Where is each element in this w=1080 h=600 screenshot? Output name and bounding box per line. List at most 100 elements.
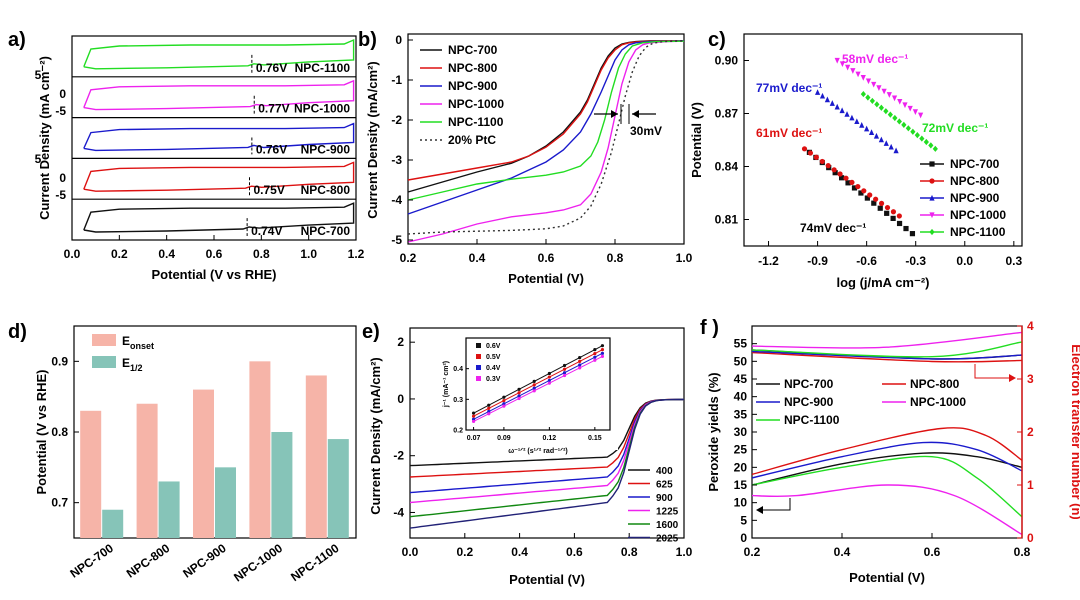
panel-f-xlabel: Potential (V) <box>849 570 925 585</box>
panel-f-legend: NPC-700 NPC-800 NPC-900 NPC-1000 NPC-1100 <box>756 377 966 427</box>
x-tick-label: 1.0 <box>676 545 693 559</box>
panel-c-points <box>801 57 938 237</box>
kl-point <box>578 359 582 363</box>
inset-background <box>456 334 618 450</box>
legend-label: 2025 <box>656 534 679 545</box>
y-tick-label: 0 <box>740 531 747 545</box>
kl-point <box>547 371 551 376</box>
tafel-point <box>860 90 866 98</box>
y-tick-label: 20 <box>734 460 748 474</box>
panel-b-ylabel: Current Density (mA/cm²) <box>365 61 380 218</box>
legend-label: NPC-1100 <box>784 413 840 427</box>
y-tick-label: 30 <box>734 425 748 439</box>
x-tick-label: -0.9 <box>807 254 828 268</box>
tafel-point <box>919 135 925 142</box>
x-tick-label: 0.8 <box>607 251 624 265</box>
series-label: NPC-1000 <box>294 102 350 116</box>
y-tick-label: 0.8 <box>51 425 68 439</box>
kl-point <box>517 391 521 395</box>
bar-onset-npc-800 <box>136 403 158 538</box>
panel-label-e: e) <box>362 321 380 343</box>
y-tick-label: -3 <box>391 153 402 167</box>
peroxide-curve-npc-1000 <box>751 484 1023 536</box>
series-label: NPC-800 <box>301 183 351 197</box>
tafel-point <box>839 61 846 68</box>
inset-y-tick-label: 0.3 <box>453 397 463 404</box>
tafel-point <box>877 205 883 211</box>
tafel-point <box>873 196 879 202</box>
tafel-point <box>914 132 920 139</box>
y-tick-label: -4 <box>391 193 402 207</box>
kl-point <box>562 363 567 368</box>
bar-onset-npc-700 <box>80 410 102 538</box>
tafel-point <box>878 104 884 111</box>
tafel-point <box>861 188 867 194</box>
tafel-point <box>865 78 872 85</box>
tafel-point <box>831 167 837 173</box>
panel-e-inset-koutecky-levich: 0.07 0.09 0.12 0.15 0.2 0.3 0.4 0.6V 0.5V 0.4V 0.3… <box>443 334 618 455</box>
inset-y-tick-label: 0.2 <box>453 428 463 435</box>
panel-b-annotation: 30mV <box>594 104 662 138</box>
x-tick-label: 0.2 <box>111 247 128 261</box>
panel-d-ticks: 0.7 0.8 0.9 <box>51 354 79 510</box>
tafel-point <box>883 108 889 115</box>
rde-curve-400 <box>409 398 684 467</box>
tafel-point <box>905 125 911 132</box>
kl-point <box>562 373 567 378</box>
tafel-point <box>878 200 885 206</box>
kl-point <box>578 366 582 370</box>
y2-tick-label: 1 <box>1027 478 1034 492</box>
kl-point <box>593 358 597 362</box>
tafel-point <box>887 111 893 118</box>
y2-tick-label: 0 <box>1027 531 1034 545</box>
inset-legend-label: 0.4V <box>486 365 501 372</box>
tafel-point <box>849 179 855 185</box>
y2-tick-label: 3 <box>1027 372 1034 386</box>
panel-c-ticks: -1.2 -0.9 -0.6 -0.3 0.0 0.3 0.81 0.84 0.87 0.90 <box>715 54 1023 269</box>
legend-label: E1/2 <box>122 356 143 373</box>
slope-label: 58mV dec⁻¹ <box>842 52 908 66</box>
category-label: NPC-1100 <box>288 541 342 584</box>
inset-x-tick-label: 0.09 <box>497 435 511 442</box>
peroxide-curve-npc-1100 <box>751 455 1023 518</box>
panel-c-tafel-chart: -1.2 -0.9 -0.6 -0.3 0.0 0.3 0.81 0.84 0.87 0.90 7… <box>689 33 1023 290</box>
y-tick-label: 0.81 <box>715 213 739 227</box>
panel-b-annotation-text: 30mV <box>630 124 662 138</box>
panel-a-ylabel: Current Density (mA cm⁻²) <box>37 56 52 220</box>
category-label: NPC-900 <box>180 541 229 581</box>
kl-point <box>547 381 551 385</box>
y-tick-label: 55 <box>734 337 748 351</box>
panel-label-d: d) <box>8 321 27 343</box>
y-tick-label: 0.9 <box>51 354 68 368</box>
panel-c-ylabel: Potential (V) <box>689 102 704 178</box>
tafel-point <box>878 136 884 143</box>
panel-a-xlabel: Potential (V vs RHE) <box>152 267 277 282</box>
kl-point <box>562 371 567 375</box>
tafel-point <box>845 64 851 71</box>
legend-label: 900 <box>656 493 673 504</box>
rde-curve-2025 <box>409 398 684 529</box>
panel-c-xlabel: log (j/mA cm⁻²) <box>836 275 929 290</box>
panel-a-ytick: 5 <box>35 152 42 166</box>
kl-point <box>600 344 605 348</box>
bar-onset-npc-1100 <box>305 375 327 538</box>
inset-frame <box>465 337 611 431</box>
kl-point <box>517 387 521 391</box>
legend-label: NPC-1000 <box>950 208 1006 222</box>
inset-legend-marker <box>476 354 481 359</box>
legend-label: 1600 <box>656 520 679 531</box>
right-axis-arrow <box>974 364 1012 379</box>
legend-marker <box>929 161 935 167</box>
tafel-point <box>845 180 851 186</box>
inset-ylabel: j⁻¹ (mA⁻¹ cm²) <box>443 361 450 408</box>
kl-point <box>487 403 491 407</box>
legend-marker <box>929 194 935 201</box>
panel-b-lsv-chart: 0.2 0.4 0.6 0.8 1.0 0 -1 -2 -3 -4 -5 NPC-700 NPC-80… <box>365 33 693 286</box>
panel-a-ytick: -5 <box>55 104 66 118</box>
bar-half-npc-1100 <box>327 439 349 538</box>
category-label: NPC-700 <box>67 541 116 581</box>
kl-point <box>471 411 476 415</box>
legend-label: NPC-700 <box>950 157 1000 171</box>
series-label: NPC-700 <box>301 224 351 238</box>
